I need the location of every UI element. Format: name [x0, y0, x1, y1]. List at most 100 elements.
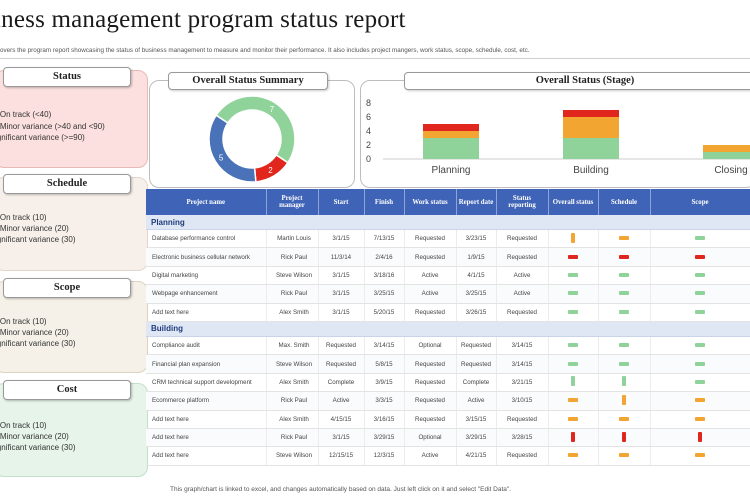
green-status-indicator-icon — [619, 272, 629, 277]
table-row[interactable]: Financial plan expansion Steve Wilson Requ… — [146, 354, 750, 374]
green-status-indicator-icon — [619, 361, 629, 366]
indicator-cell — [548, 284, 599, 304]
table-cell: Max. Smith — [266, 336, 319, 356]
table-row[interactable]: Compliance audit Max. Smith Requested 3/14/… — [146, 336, 750, 356]
table-header-row: Project name Project manager Start Finish Wo… — [146, 189, 750, 215]
indicator-cell — [598, 266, 651, 286]
bar-segment-closing[interactable] — [703, 145, 750, 152]
table-cell: Requested — [496, 303, 549, 322]
donut-slice-blue[interactable] — [208, 114, 257, 183]
indicator-cell — [598, 354, 651, 374]
table-cell: Requested — [456, 354, 497, 374]
bar-segment-closing[interactable] — [703, 152, 750, 159]
bar-segment-planning[interactable] — [423, 124, 479, 131]
red-status-indicator-icon — [695, 254, 705, 259]
indicator-cell — [598, 247, 651, 267]
table-cell: 3/28/15 — [496, 428, 549, 448]
indicator-cell — [598, 428, 651, 448]
stage-chart-title: Overall Status (Stage) — [404, 72, 750, 90]
table-row[interactable]: CRM technical support development Alex Sm… — [146, 373, 750, 393]
indicator-cell — [548, 410, 599, 429]
table-cell: Rick Paul — [266, 284, 319, 304]
indicator-cell — [650, 373, 750, 393]
table-cell: Steve Wilson — [266, 266, 319, 286]
column-header[interactable]: Start — [318, 189, 365, 215]
green-status-indicator-icon — [695, 291, 705, 296]
table-row[interactable]: Digital marketing Steve Wilson 3/1/15 3/18/… — [146, 266, 750, 286]
table-cell: 3/15/15 — [456, 410, 497, 429]
table-cell: Requested — [404, 247, 457, 267]
table-row[interactable]: Add text here Rick Paul 3/1/15 3/29/15 Optio… — [146, 428, 750, 448]
indicator-cell — [598, 373, 651, 393]
column-header[interactable]: Status reporting — [496, 189, 549, 215]
x-tick-label: Planning — [432, 165, 471, 176]
legend-line: - On track (<40) — [0, 110, 52, 119]
green-status-indicator-icon — [571, 376, 575, 387]
green-status-indicator-icon — [695, 236, 705, 241]
table-cell: 7/13/15 — [364, 229, 405, 249]
table-cell: Active — [404, 266, 457, 286]
table-cell: Complete — [318, 373, 365, 393]
bar-segment-building[interactable] — [563, 110, 619, 117]
column-header[interactable]: Project name — [146, 189, 267, 215]
bar-segment-building[interactable] — [563, 117, 619, 138]
table-cell: 4/15/15 — [318, 410, 365, 429]
orange-status-indicator-icon — [568, 398, 578, 403]
table-cell: Steve Wilson — [266, 446, 319, 466]
column-header[interactable]: Scope — [650, 189, 750, 215]
indicator-cell — [650, 303, 750, 322]
column-header[interactable]: Work status — [404, 189, 457, 215]
table-row[interactable]: Ecommerce platform Rick Paul Active 3/3/15 R… — [146, 391, 750, 411]
column-header[interactable]: Finish — [364, 189, 405, 215]
green-status-indicator-icon — [619, 343, 629, 348]
table-cell: Active — [404, 284, 457, 304]
indicator-cell — [598, 284, 651, 304]
indicator-cell — [650, 446, 750, 466]
green-status-indicator-icon — [622, 376, 626, 387]
column-header[interactable]: Overall status — [548, 189, 599, 215]
donut-label: 2 — [268, 166, 273, 175]
legend-line: - Minor variance (20) — [0, 328, 69, 337]
donut-label: 5 — [219, 153, 224, 162]
indicator-cell — [650, 410, 750, 429]
bar-segment-planning[interactable] — [423, 138, 479, 159]
orange-status-indicator-icon — [568, 453, 578, 458]
indicator-cell — [650, 229, 750, 249]
page-title: iness management program status report — [0, 6, 406, 33]
column-header[interactable]: Report date — [456, 189, 497, 215]
donut-chart[interactable]: 7 2 5 — [150, 81, 354, 187]
legend-line: - On track (10) — [0, 421, 47, 430]
column-header[interactable]: Project manager — [266, 189, 319, 215]
table-cell: 1/9/15 — [456, 247, 497, 267]
table-row[interactable]: Add text here Alex Smith 3/1/15 5/20/15 Requ… — [146, 303, 750, 322]
legend-line: - Minor variance (20) — [0, 224, 69, 233]
table-cell: Complete — [456, 373, 497, 393]
bar-segment-planning[interactable] — [423, 131, 479, 138]
column-header[interactable]: Schedule — [598, 189, 651, 215]
indicator-cell — [650, 428, 750, 448]
table-cell: 3/21/15 — [496, 373, 549, 393]
table-cell: 3/14/15 — [364, 336, 405, 356]
bar-segment-building[interactable] — [563, 138, 619, 159]
table-cell: Add text here — [146, 303, 267, 322]
donut-slice-green[interactable] — [215, 95, 296, 164]
header-divider — [0, 58, 750, 59]
table-row[interactable]: Database performance control Martin Louis… — [146, 229, 750, 249]
indicator-cell — [548, 391, 599, 411]
table-cell: Alex Smith — [266, 410, 319, 429]
legend-line: ignificant variance (30) — [0, 443, 76, 452]
table-row[interactable]: Webpage enhancement Rick Paul 3/1/15 3/25/1… — [146, 284, 750, 304]
table-cell: 11/3/14 — [318, 247, 365, 267]
y-tick-label: 2 — [366, 140, 371, 150]
orange-status-indicator-icon — [695, 398, 705, 403]
x-tick-label: Building — [573, 165, 609, 176]
table-row[interactable]: Add text here Steve Wilson 12/15/15 12/3/15… — [146, 446, 750, 466]
table-row[interactable]: Add text here Alex Smith 4/15/15 3/16/15 Req… — [146, 410, 750, 429]
table-cell: Requested — [404, 354, 457, 374]
red-status-indicator-icon — [568, 254, 578, 259]
table-cell: Alex Smith — [266, 303, 319, 322]
table-cell: 12/15/15 — [318, 446, 365, 466]
table-row[interactable]: Electronic business cellular network Rick… — [146, 247, 750, 267]
status-summary-title: Overall Status Summary — [168, 72, 328, 90]
stage-bar-chart[interactable]: 0 2 4 6 8 Planning Building Closing — [361, 81, 750, 187]
